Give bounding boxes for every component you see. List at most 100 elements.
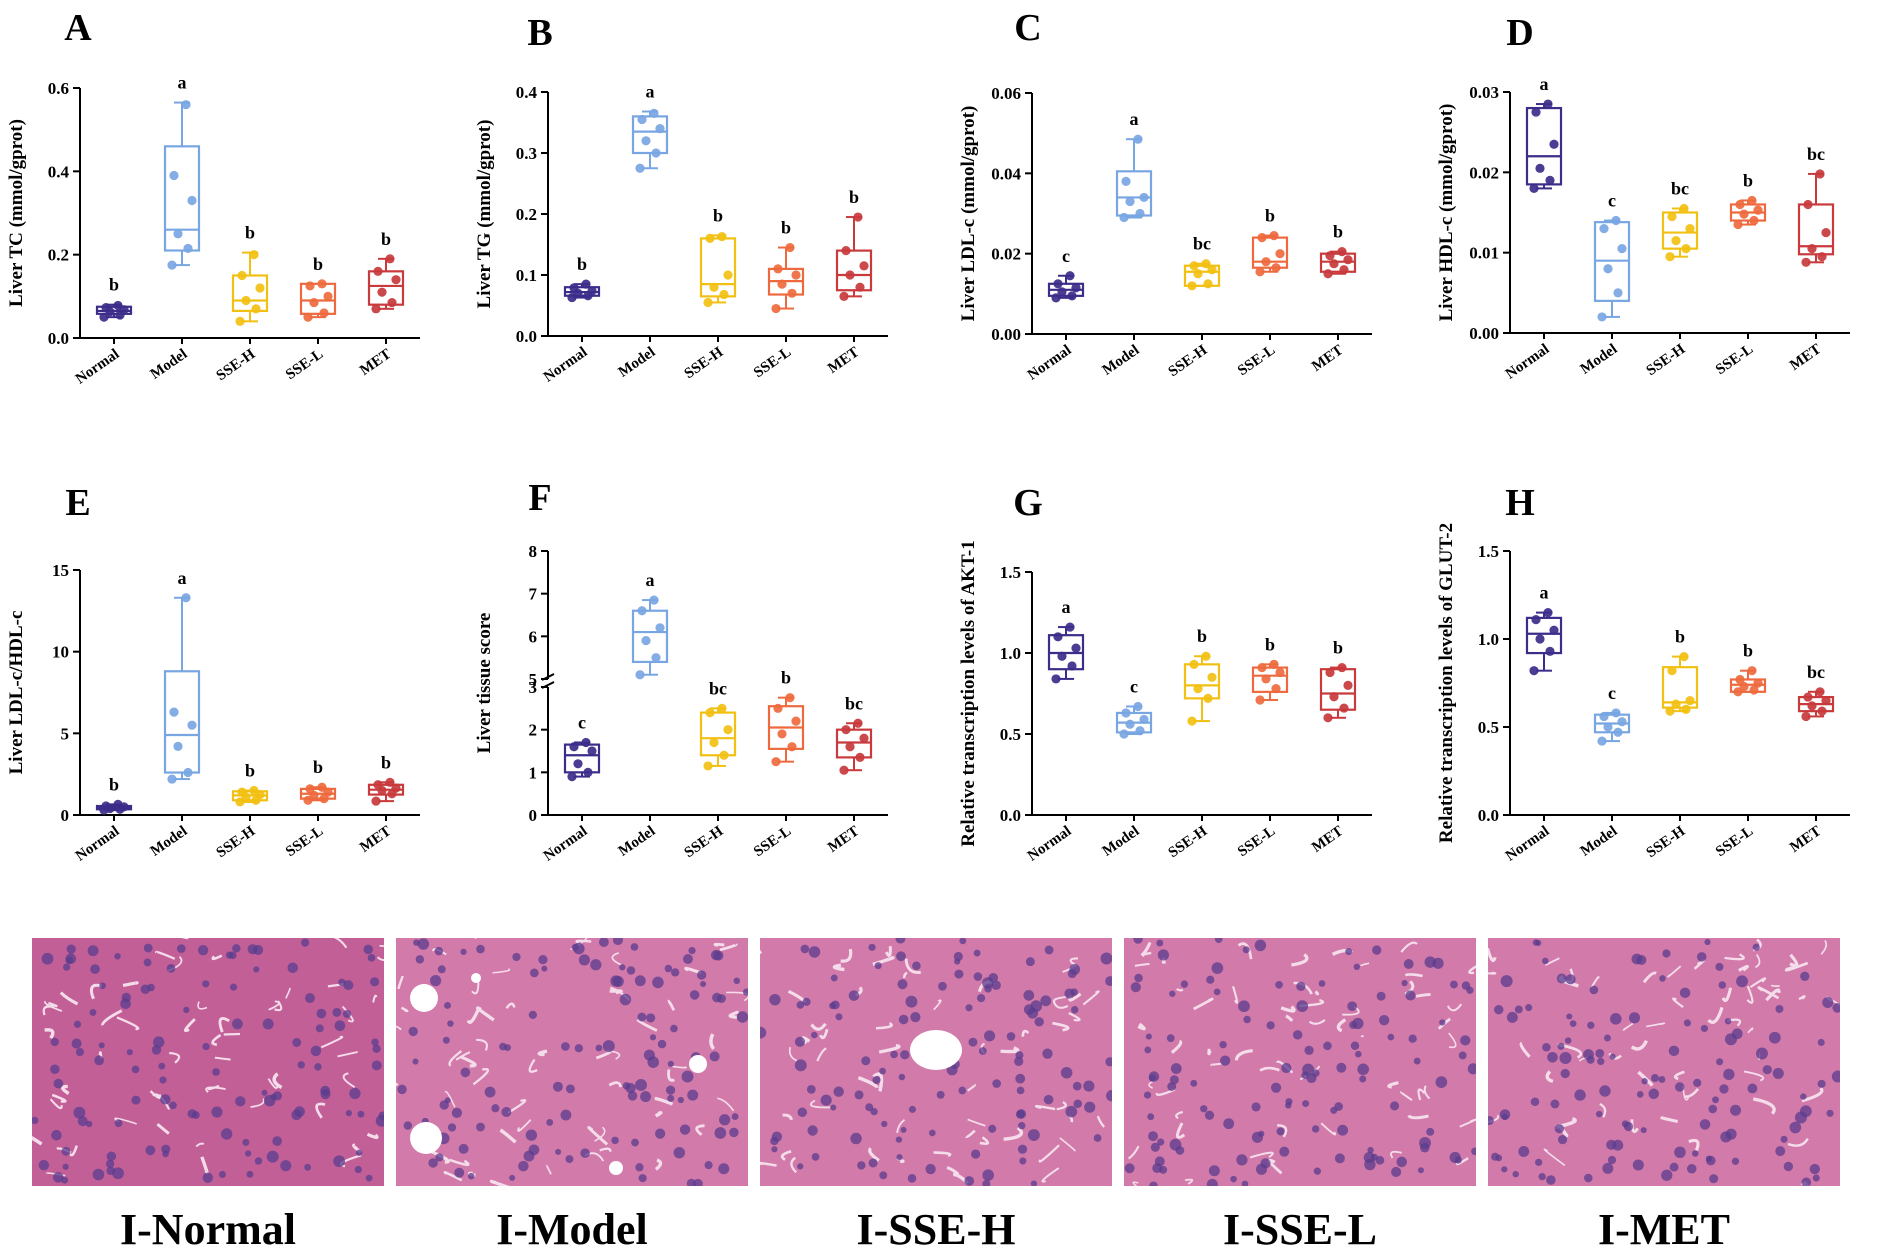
significance-letter: a <box>1540 583 1549 603</box>
data-point <box>1679 203 1689 214</box>
data-point <box>1807 701 1817 711</box>
data-point <box>1529 666 1539 676</box>
data-point <box>1739 209 1749 219</box>
panel-letter-g: G <box>1013 482 1043 524</box>
y-tick-label: 0.01 <box>1469 244 1499 263</box>
x-tick-label: MET <box>1309 342 1346 375</box>
y-tick-label: 0.1 <box>516 266 537 285</box>
data-point <box>1749 215 1759 226</box>
significance-letter: bc <box>709 678 727 698</box>
significance-letter: a <box>178 73 187 93</box>
data-point <box>371 796 381 806</box>
panel-d: D 0.00 0.01 0.02 0.03 Liver HDL-c (mmol/gprot… <box>1436 12 1850 382</box>
box-sse-l: b <box>1729 170 1767 230</box>
data-point <box>1133 134 1143 144</box>
data-point <box>1753 678 1763 688</box>
y-tick-label: 0.3 <box>516 144 537 163</box>
x-tick-label: Model <box>148 346 191 383</box>
data-point <box>1189 261 1199 271</box>
data-point <box>391 783 401 793</box>
x-tick-label: SSE-L <box>1235 342 1278 379</box>
data-point <box>1203 693 1213 703</box>
data-point <box>1119 729 1129 739</box>
significance-letter: b <box>849 187 859 207</box>
box-sse-l: b <box>299 254 337 322</box>
histology-texture <box>1488 938 1840 1186</box>
data-point <box>113 300 123 311</box>
data-point <box>183 243 193 254</box>
box-normal: a <box>1525 74 1563 193</box>
data-point <box>303 312 313 322</box>
data-point <box>237 270 247 281</box>
data-point <box>173 229 183 239</box>
micrograph-model <box>396 938 748 1186</box>
data-point <box>703 297 713 308</box>
data-point <box>587 746 597 756</box>
panel-letter-h: H <box>1505 482 1535 524</box>
data-point <box>1255 695 1265 705</box>
data-point <box>1339 265 1349 275</box>
significance-letter: bc <box>1193 234 1211 254</box>
data-point <box>1067 291 1077 301</box>
significance-letter: bc <box>1807 144 1825 164</box>
x-tick-label: MET <box>825 344 862 377</box>
box-sse-h: b <box>699 205 737 308</box>
panel-b: B 0.0 0.1 0.2 0.3 0.4 Liver TG (mmol/gprot) b No… <box>474 12 888 385</box>
x-tick-label: MET <box>1787 823 1824 856</box>
data-point <box>373 266 383 276</box>
data-point <box>1325 251 1335 261</box>
histology-texture <box>396 938 748 1186</box>
data-point <box>169 170 179 181</box>
data-point <box>1667 211 1677 222</box>
data-point <box>1261 257 1271 267</box>
panel-h: H 0.0 0.5 1.0 1.5 Relative transcription leve… <box>1436 482 1850 864</box>
data-point <box>1543 99 1553 109</box>
y-tick-label: 0.0 <box>516 327 537 346</box>
data-point <box>1133 701 1143 712</box>
box-sse-h: b <box>231 223 269 326</box>
data-point <box>1597 736 1607 746</box>
data-point <box>1343 255 1353 265</box>
data-point <box>1203 279 1213 289</box>
data-point <box>1681 244 1691 254</box>
box-met: bc <box>835 693 873 775</box>
box-model: a <box>1115 109 1153 223</box>
significance-letter: c <box>1608 683 1616 703</box>
data-point <box>1617 244 1627 254</box>
data-point <box>839 765 849 775</box>
significance-letter: b <box>1743 170 1753 190</box>
data-point <box>723 725 733 735</box>
data-point <box>853 718 863 728</box>
data-point <box>1271 263 1281 273</box>
y-tick-label: 15 <box>52 561 69 580</box>
data-point <box>709 737 719 748</box>
data-point <box>723 270 733 280</box>
data-point <box>187 720 197 730</box>
box-met: b <box>1319 638 1357 723</box>
data-point <box>169 707 179 717</box>
y-tick-label: 0.0 <box>1478 806 1499 825</box>
x-tick-label: Model <box>148 823 191 860</box>
y-axis-label: Liver HDL-c (mmol/gprot) <box>1436 104 1457 322</box>
data-point <box>1735 674 1745 685</box>
y-tick-label: 0.00 <box>991 325 1021 344</box>
data-point <box>1549 139 1559 149</box>
data-point <box>1821 696 1831 706</box>
data-point <box>1053 632 1063 642</box>
data-point <box>183 767 193 778</box>
x-tick-label: Model <box>1100 342 1143 379</box>
data-point <box>1545 646 1555 656</box>
x-tick-label: SSE-H <box>682 823 727 861</box>
x-tick-label: Model <box>616 823 659 860</box>
x-tick-label: Normal <box>1025 342 1074 383</box>
data-point <box>587 286 597 296</box>
data-point <box>99 312 109 322</box>
x-tick-label: Normal <box>541 823 590 864</box>
box-model: a <box>163 73 201 270</box>
data-point <box>1735 199 1745 210</box>
box-normal: b <box>563 254 601 303</box>
y-tick-label: 1 <box>529 763 538 782</box>
box-iqr <box>699 711 737 757</box>
data-point <box>1531 107 1541 117</box>
data-point <box>1121 176 1131 186</box>
